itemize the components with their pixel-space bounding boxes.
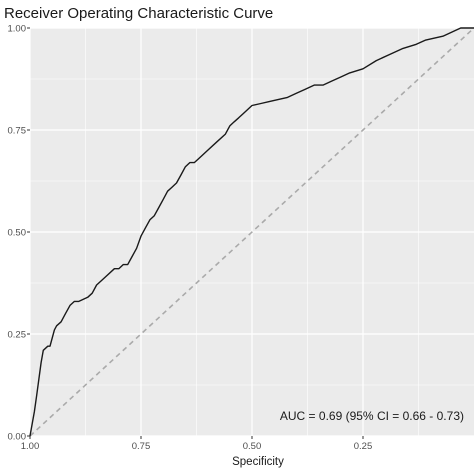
- reference-line: [29, 27, 474, 437]
- y-axis: 0.00 0.25 0.50 0.75 1.00: [8, 24, 30, 443]
- y-tick-label: 1.00: [8, 24, 27, 35]
- y-tick-label: 0.75: [8, 126, 27, 137]
- y-tick-label: 0.50: [8, 228, 27, 239]
- x-tick-label: 0.50: [243, 441, 262, 452]
- x-axis: 1.00 0.75 0.50 0.25: [21, 436, 373, 452]
- x-tick-label: 1.00: [21, 441, 40, 452]
- roc-line: [29, 27, 474, 437]
- roc-curve: [29, 27, 474, 437]
- chart-title: Receiver Operating Characteristic Curve: [4, 5, 273, 22]
- x-tick-label: 0.75: [132, 441, 151, 452]
- chance-diagonal: [29, 27, 474, 437]
- x-tick-label: 0.25: [354, 441, 373, 452]
- y-tick-label: 0.00: [8, 432, 27, 443]
- y-tick-label: 0.25: [8, 330, 27, 341]
- x-axis-label: Specificity: [232, 456, 284, 468]
- auc-annotation: AUC = 0.69 (95% CI = 0.66 - 0.73): [280, 409, 464, 423]
